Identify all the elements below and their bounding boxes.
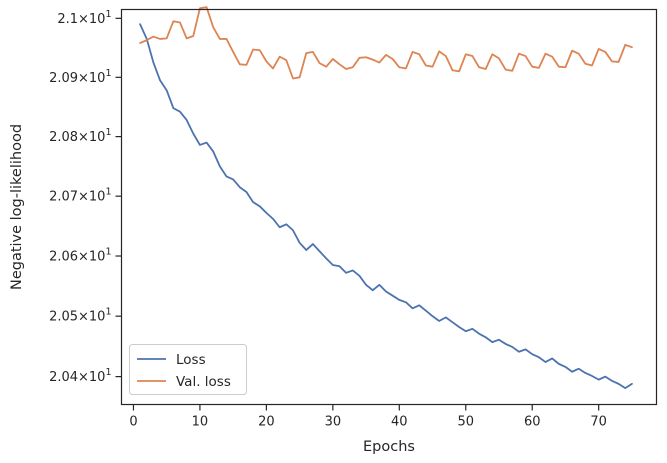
x-tick-label: 50 <box>457 415 474 430</box>
y-tick-label: 2.07×101 <box>49 187 111 205</box>
y-tick-label: 2.06×101 <box>49 247 111 265</box>
y-tick-label: 2.09×101 <box>49 68 111 86</box>
y-tick-label: 2.05×101 <box>49 307 111 325</box>
x-tick-label: 60 <box>524 415 541 430</box>
y-tick-label: 2.08×101 <box>49 127 111 145</box>
legend-label-val-loss: Val. loss <box>176 374 231 390</box>
legend-box <box>129 344 247 395</box>
x-tick-label: 20 <box>258 415 275 430</box>
series-line-loss <box>139 23 633 390</box>
x-tick-label: 40 <box>391 415 408 430</box>
series-line-val-loss <box>139 6 633 80</box>
x-axis-ticks: 0 10 20 30 40 50 60 70 <box>129 404 607 430</box>
series-lines <box>139 6 633 390</box>
y-axis-ticks: 2.04×101 2.05×101 2.06×101 2.07×101 2.08×101… <box>49 9 122 385</box>
x-tick-label: 70 <box>590 415 607 430</box>
plot-frame <box>120 8 658 406</box>
x-tick-label: 30 <box>325 415 342 430</box>
y-tick-label: 2.04×101 <box>49 367 111 385</box>
legend-label-loss: Loss <box>176 352 206 368</box>
x-tick-label: 0 <box>129 415 137 430</box>
legend: Loss Val. loss <box>129 344 247 395</box>
x-tick-label: 10 <box>192 415 209 430</box>
x-axis-title: Epochs <box>363 439 415 455</box>
y-axis-title: Negative log-likelihood <box>9 124 25 290</box>
y-tick-label: 2.1×101 <box>57 9 111 27</box>
